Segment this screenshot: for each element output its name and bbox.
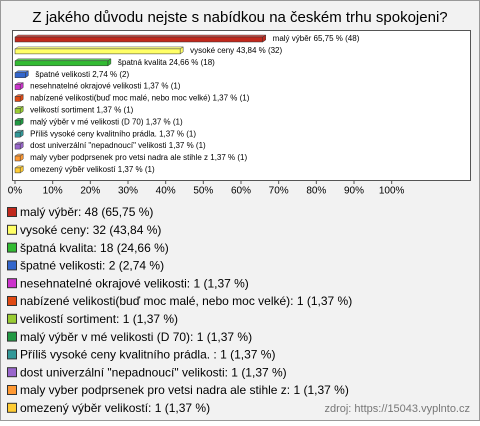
legend-swatch: [7, 207, 17, 217]
x-tick-label: 50%: [193, 186, 213, 197]
legend-swatch: [7, 260, 17, 271]
x-tick-label: 70%: [269, 186, 289, 197]
bar-label: Příliš vysoké ceny kvalitního prádla. 1,…: [30, 129, 196, 138]
legend-label: maly vyber podprsenek pro vetsi nadra al…: [20, 383, 349, 397]
legend-swatch: [7, 242, 17, 253]
x-tick-label: 90%: [344, 186, 364, 197]
bar: [14, 48, 181, 55]
legend-label: malý výběr: 48 (65,75 %): [20, 205, 153, 219]
legend-swatch: [7, 296, 17, 306]
legend-swatch: [7, 224, 17, 235]
x-tick-label: 80%: [306, 186, 326, 197]
legend-label: Příliš vysoké ceny kvalitního prádla. : …: [20, 348, 275, 362]
chart-title: Z jakého důvodu nejste s nabídkou na čes…: [32, 9, 447, 26]
bar-label: maly vyber podprsenek pro vetsi nadra al…: [30, 153, 247, 162]
plot-area: [12, 30, 471, 181]
bar-label: vysoké ceny 43,84 % (32): [190, 46, 282, 55]
bar: [14, 72, 26, 78]
bar: [14, 36, 263, 43]
source: zdroj: https://15043.vyplnto.cz: [324, 403, 470, 415]
legend-swatch: [7, 278, 17, 289]
legend-label: malý výběr v mé velikosti (D 70): 1 (1,3…: [20, 330, 252, 344]
bar-top: [14, 58, 112, 62]
legend-swatch: [7, 313, 17, 324]
bar: [14, 167, 21, 174]
bar-label: velikostí sortiment 1,37 % (1): [30, 106, 133, 115]
legend-label: nesehnatelné okrajové velikosti: 1 (1,37…: [20, 276, 249, 290]
x-tick-label: 40%: [156, 186, 176, 197]
x-tick-label: 0%: [8, 186, 23, 197]
x-tick-label: 30%: [118, 186, 138, 197]
x-tick-label: 100%: [379, 186, 405, 197]
bar-top: [14, 34, 267, 38]
bar-label: dost univerzální "nepadnoucí" velikosti …: [30, 141, 206, 150]
bar: [14, 143, 21, 150]
legend-swatch: [7, 367, 17, 378]
legend-label: špatné velikosti: 2 (2,74 %): [20, 259, 164, 273]
legend-label: špatná kvalita: 18 (24,66 %): [20, 241, 169, 255]
bar: [14, 60, 109, 67]
bar-label: nabízené velikosti(buď moc malé, nebo mo…: [30, 94, 250, 103]
legend-swatch: [7, 402, 17, 413]
bar-label: malý výběr v mé velikosti (D 70) 1,37 % …: [30, 117, 183, 126]
bar-label: špatné velikosti 2,74 % (2): [35, 70, 129, 79]
bar: [14, 120, 21, 126]
bar: [14, 108, 21, 114]
bar-top: [14, 46, 184, 50]
bar-label: nesehnatelné okrajové velikosti 1,37 % (…: [30, 82, 181, 91]
bar-label: špatná kvalita 24,66 % (18): [118, 58, 215, 67]
bar: [14, 84, 21, 90]
legend-swatch: [7, 331, 17, 342]
legend-label: nabízené velikosti(buď moc malé, nebo mo…: [20, 294, 352, 308]
legend-swatch: [7, 385, 17, 395]
x-tick-label: 20%: [80, 186, 100, 197]
legend-label: vysoké ceny: 32 (43,84 %): [20, 223, 161, 237]
legend-label: dost univerzální "nepadnoucí" velikosti:…: [20, 365, 287, 379]
bar-label: omezený výběr velikostí 1,37 % (1): [30, 165, 155, 174]
bar: [14, 96, 21, 102]
bar-label: malý výběr 65,75 % (48): [273, 34, 360, 43]
bar: [14, 155, 21, 162]
legend-label: velikostí sortiment: 1 (1,37 %): [20, 312, 178, 326]
bar: [14, 131, 21, 138]
x-tick-label: 60%: [231, 186, 251, 197]
x-tick-label: 10%: [43, 186, 63, 197]
legend-swatch: [7, 349, 17, 360]
legend-label: omezený výběr velikostí: 1 (1,37 %): [20, 401, 210, 415]
